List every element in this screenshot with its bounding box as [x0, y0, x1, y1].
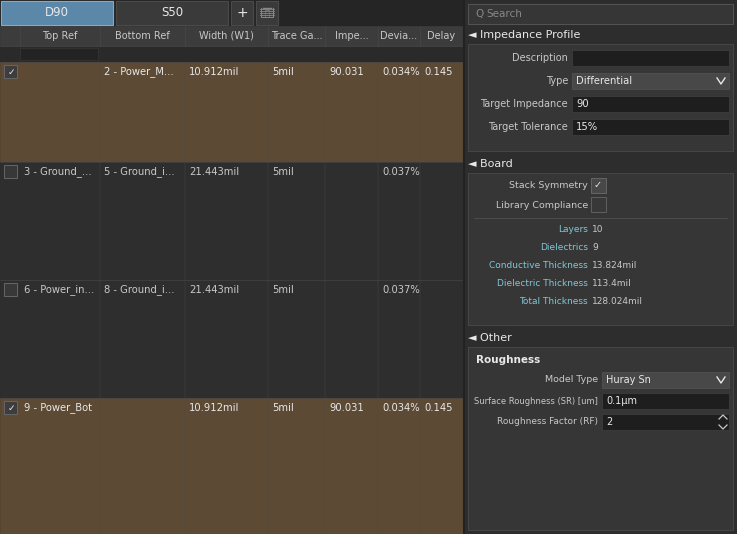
Text: 10: 10 — [592, 224, 604, 233]
Text: Search: Search — [486, 9, 522, 19]
Text: 0.034%: 0.034% — [382, 403, 419, 413]
Text: 0.145: 0.145 — [424, 403, 453, 413]
Text: Total Thickness: Total Thickness — [520, 296, 588, 305]
Text: 128.024mil: 128.024mil — [592, 296, 643, 305]
Text: 2 - Power_M...: 2 - Power_M... — [104, 67, 174, 77]
Text: 2: 2 — [606, 417, 612, 427]
Bar — [468, 44, 733, 151]
Text: 0.037%: 0.037% — [382, 285, 420, 295]
Text: Dielectrics: Dielectrics — [540, 242, 588, 252]
Bar — [591, 178, 606, 193]
Bar — [602, 372, 729, 388]
Bar — [572, 96, 729, 112]
Text: 113.4mil: 113.4mil — [592, 279, 632, 287]
Text: Layers: Layers — [558, 224, 588, 233]
Text: ✓: ✓ — [7, 404, 15, 412]
Bar — [256, 1, 278, 25]
Text: 13.824mil: 13.824mil — [592, 261, 638, 270]
Text: 10.912mil: 10.912mil — [189, 67, 240, 77]
Text: 8 - Ground_i...: 8 - Ground_i... — [104, 285, 175, 295]
Text: 5mil: 5mil — [272, 403, 294, 413]
Text: 5mil: 5mil — [272, 285, 294, 295]
Text: 90.031: 90.031 — [329, 403, 364, 413]
Bar — [4, 165, 17, 178]
Bar — [0, 26, 463, 46]
Bar — [0, 0, 463, 534]
Bar — [4, 401, 17, 414]
Text: Model Type: Model Type — [545, 375, 598, 384]
Text: S50: S50 — [161, 6, 183, 20]
Text: +: + — [236, 6, 248, 20]
Text: D90: D90 — [45, 6, 69, 20]
Text: Dielectric Thickness: Dielectric Thickness — [497, 279, 588, 287]
Bar — [572, 73, 729, 89]
Text: Delay: Delay — [427, 31, 455, 41]
Text: ◄ Other: ◄ Other — [468, 333, 511, 343]
Text: 90: 90 — [576, 99, 589, 109]
Bar — [468, 4, 733, 24]
Text: Roughness Factor (RF): Roughness Factor (RF) — [497, 418, 598, 427]
Text: 5 - Ground_i...: 5 - Ground_i... — [104, 167, 175, 177]
Bar — [602, 414, 729, 430]
Text: Description: Description — [512, 53, 568, 63]
Text: Surface Roughness (SR) [um]: Surface Roughness (SR) [um] — [474, 397, 598, 405]
Text: ◄ Impedance Profile: ◄ Impedance Profile — [468, 30, 580, 40]
Bar — [0, 280, 463, 398]
Text: ✓: ✓ — [594, 180, 602, 190]
Bar — [0, 398, 463, 534]
Text: 5mil: 5mil — [272, 167, 294, 177]
Text: 0.1μm: 0.1μm — [606, 396, 637, 406]
Text: ✓: ✓ — [7, 67, 15, 76]
Bar — [572, 50, 729, 66]
Text: Devia...: Devia... — [380, 31, 418, 41]
Text: Top Ref: Top Ref — [42, 31, 77, 41]
Text: Huray Sn: Huray Sn — [606, 375, 651, 385]
Text: Q: Q — [475, 9, 483, 19]
Bar — [1, 1, 113, 25]
Text: 0.037%: 0.037% — [382, 167, 420, 177]
Bar — [0, 62, 463, 162]
Text: 9: 9 — [592, 242, 598, 252]
Text: 10.912mil: 10.912mil — [189, 403, 240, 413]
Text: Bottom Ref: Bottom Ref — [115, 31, 170, 41]
Text: Conductive Thickness: Conductive Thickness — [489, 261, 588, 270]
Bar — [231, 1, 253, 25]
Text: 6 - Power_in...: 6 - Power_in... — [24, 285, 94, 295]
Text: 0.145: 0.145 — [424, 67, 453, 77]
Text: Differential: Differential — [576, 76, 632, 86]
Text: 3 - Ground_...: 3 - Ground_... — [24, 167, 91, 177]
Bar — [0, 46, 463, 62]
Text: 90.031: 90.031 — [329, 67, 364, 77]
Bar — [572, 119, 729, 135]
Bar — [464, 0, 737, 534]
Bar — [468, 173, 733, 325]
Bar — [20, 48, 98, 60]
Text: Width (W1): Width (W1) — [199, 31, 254, 41]
Text: Stack Symmetry: Stack Symmetry — [509, 182, 588, 191]
Text: Roughness: Roughness — [476, 355, 540, 365]
Text: 9 - Power_Bot: 9 - Power_Bot — [24, 403, 92, 413]
Bar — [4, 65, 17, 78]
Text: 21.443mil: 21.443mil — [189, 285, 239, 295]
Text: Trace Ga...: Trace Ga... — [270, 31, 322, 41]
Text: ⬛: ⬛ — [265, 9, 270, 18]
Text: Target Tolerance: Target Tolerance — [488, 122, 568, 132]
Text: 15%: 15% — [576, 122, 598, 132]
Text: ◄ Board: ◄ Board — [468, 159, 513, 169]
Text: 0.034%: 0.034% — [382, 67, 419, 77]
Text: 5mil: 5mil — [272, 67, 294, 77]
Bar — [0, 0, 463, 26]
Bar — [4, 283, 17, 296]
Bar — [468, 347, 733, 530]
Bar — [591, 197, 606, 212]
Text: Target Impedance: Target Impedance — [481, 99, 568, 109]
Bar — [116, 1, 228, 25]
Text: Type: Type — [545, 76, 568, 86]
Text: 21.443mil: 21.443mil — [189, 167, 239, 177]
Text: Library Compliance: Library Compliance — [496, 200, 588, 209]
Text: Impe...: Impe... — [335, 31, 368, 41]
Bar — [602, 393, 729, 409]
Bar — [0, 162, 463, 280]
